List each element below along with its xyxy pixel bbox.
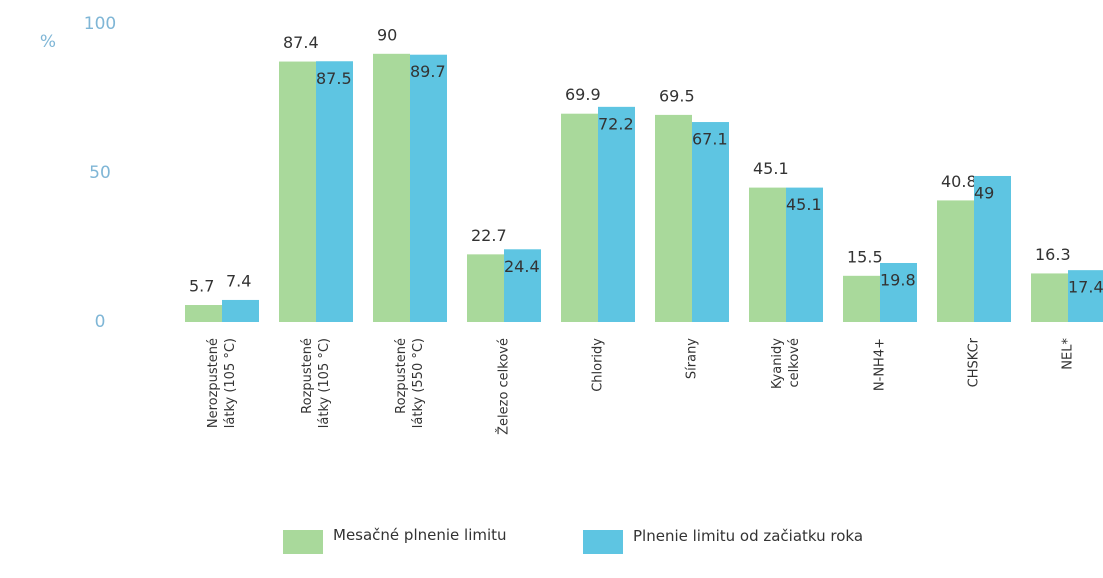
value-label: 72.2 [598, 114, 634, 133]
bar [410, 54, 447, 322]
legend-swatch [583, 530, 623, 554]
x-tick-label: Rozpustené [394, 338, 409, 414]
value-label: 45.1 [753, 159, 789, 178]
y-tick-label: 50 [89, 163, 111, 183]
y-tick-label: 100 [84, 14, 116, 34]
value-label: 40.8 [941, 172, 977, 191]
value-label: 49 [974, 183, 994, 202]
bar [373, 53, 410, 323]
value-label: 69.9 [565, 85, 601, 104]
x-tick-label: celkové [787, 338, 802, 387]
legend-item: Mesačné plnenie limitu [283, 526, 507, 554]
bar [880, 262, 917, 322]
legend-swatch [283, 530, 323, 554]
value-label: 17.4 [1068, 278, 1103, 297]
bar [786, 187, 823, 322]
bar [937, 200, 974, 322]
value-label: 22.7 [471, 226, 507, 245]
legend-item: Plnenie limitu od začiatku roka [583, 526, 903, 554]
x-tick-label: Sírany [685, 338, 700, 379]
value-label: 45.1 [786, 195, 822, 214]
y-tick-label: 0 [95, 312, 106, 332]
value-label: 67.1 [692, 130, 728, 149]
x-tick-label: N-NH4+ [873, 338, 888, 391]
value-label: 24.4 [504, 257, 540, 276]
y-axis-label: % [40, 32, 56, 52]
bar [749, 187, 786, 322]
value-label: 16.3 [1035, 245, 1071, 264]
bar [598, 106, 635, 323]
bar [185, 305, 222, 322]
x-tick-label: Nerozpustené [206, 338, 221, 428]
bar [316, 61, 353, 322]
x-tick-label: CHSKCr [967, 337, 982, 387]
value-label: 15.5 [847, 247, 883, 266]
bar [561, 113, 598, 322]
bar [222, 299, 259, 322]
value-label: 89.7 [410, 62, 446, 81]
value-label: 7.4 [226, 271, 251, 290]
legend-label: Mesačné plnenie limitu [333, 526, 507, 544]
bar [467, 254, 504, 322]
legend-label: Plnenie limitu od začiatku roka [633, 527, 864, 545]
bar [692, 122, 729, 323]
x-tick-label: látky (550 °C) [411, 338, 426, 428]
x-tick-label: látky (105 °C) [223, 338, 238, 428]
value-label: 90 [377, 25, 397, 44]
x-tick-label: NEL* [1061, 338, 1076, 370]
bar [974, 175, 1011, 322]
x-tick-label: Železo celkové [496, 338, 512, 435]
bar [279, 61, 316, 322]
x-tick-label: Kyanidy [770, 338, 785, 389]
value-label: 87.5 [316, 69, 352, 88]
value-label: 87.4 [283, 33, 319, 52]
x-tick-label: Rozpustené [300, 338, 315, 414]
x-tick-label: Chloridy [591, 338, 606, 392]
bar [504, 249, 541, 322]
bar [1068, 270, 1103, 322]
bar [843, 275, 880, 322]
bar [655, 114, 692, 322]
bar [1031, 273, 1068, 322]
x-tick-label: látky (105 °C) [317, 338, 332, 428]
value-label: 19.8 [880, 270, 916, 289]
value-label: 69.5 [659, 86, 695, 105]
value-label: 5.7 [189, 277, 214, 296]
